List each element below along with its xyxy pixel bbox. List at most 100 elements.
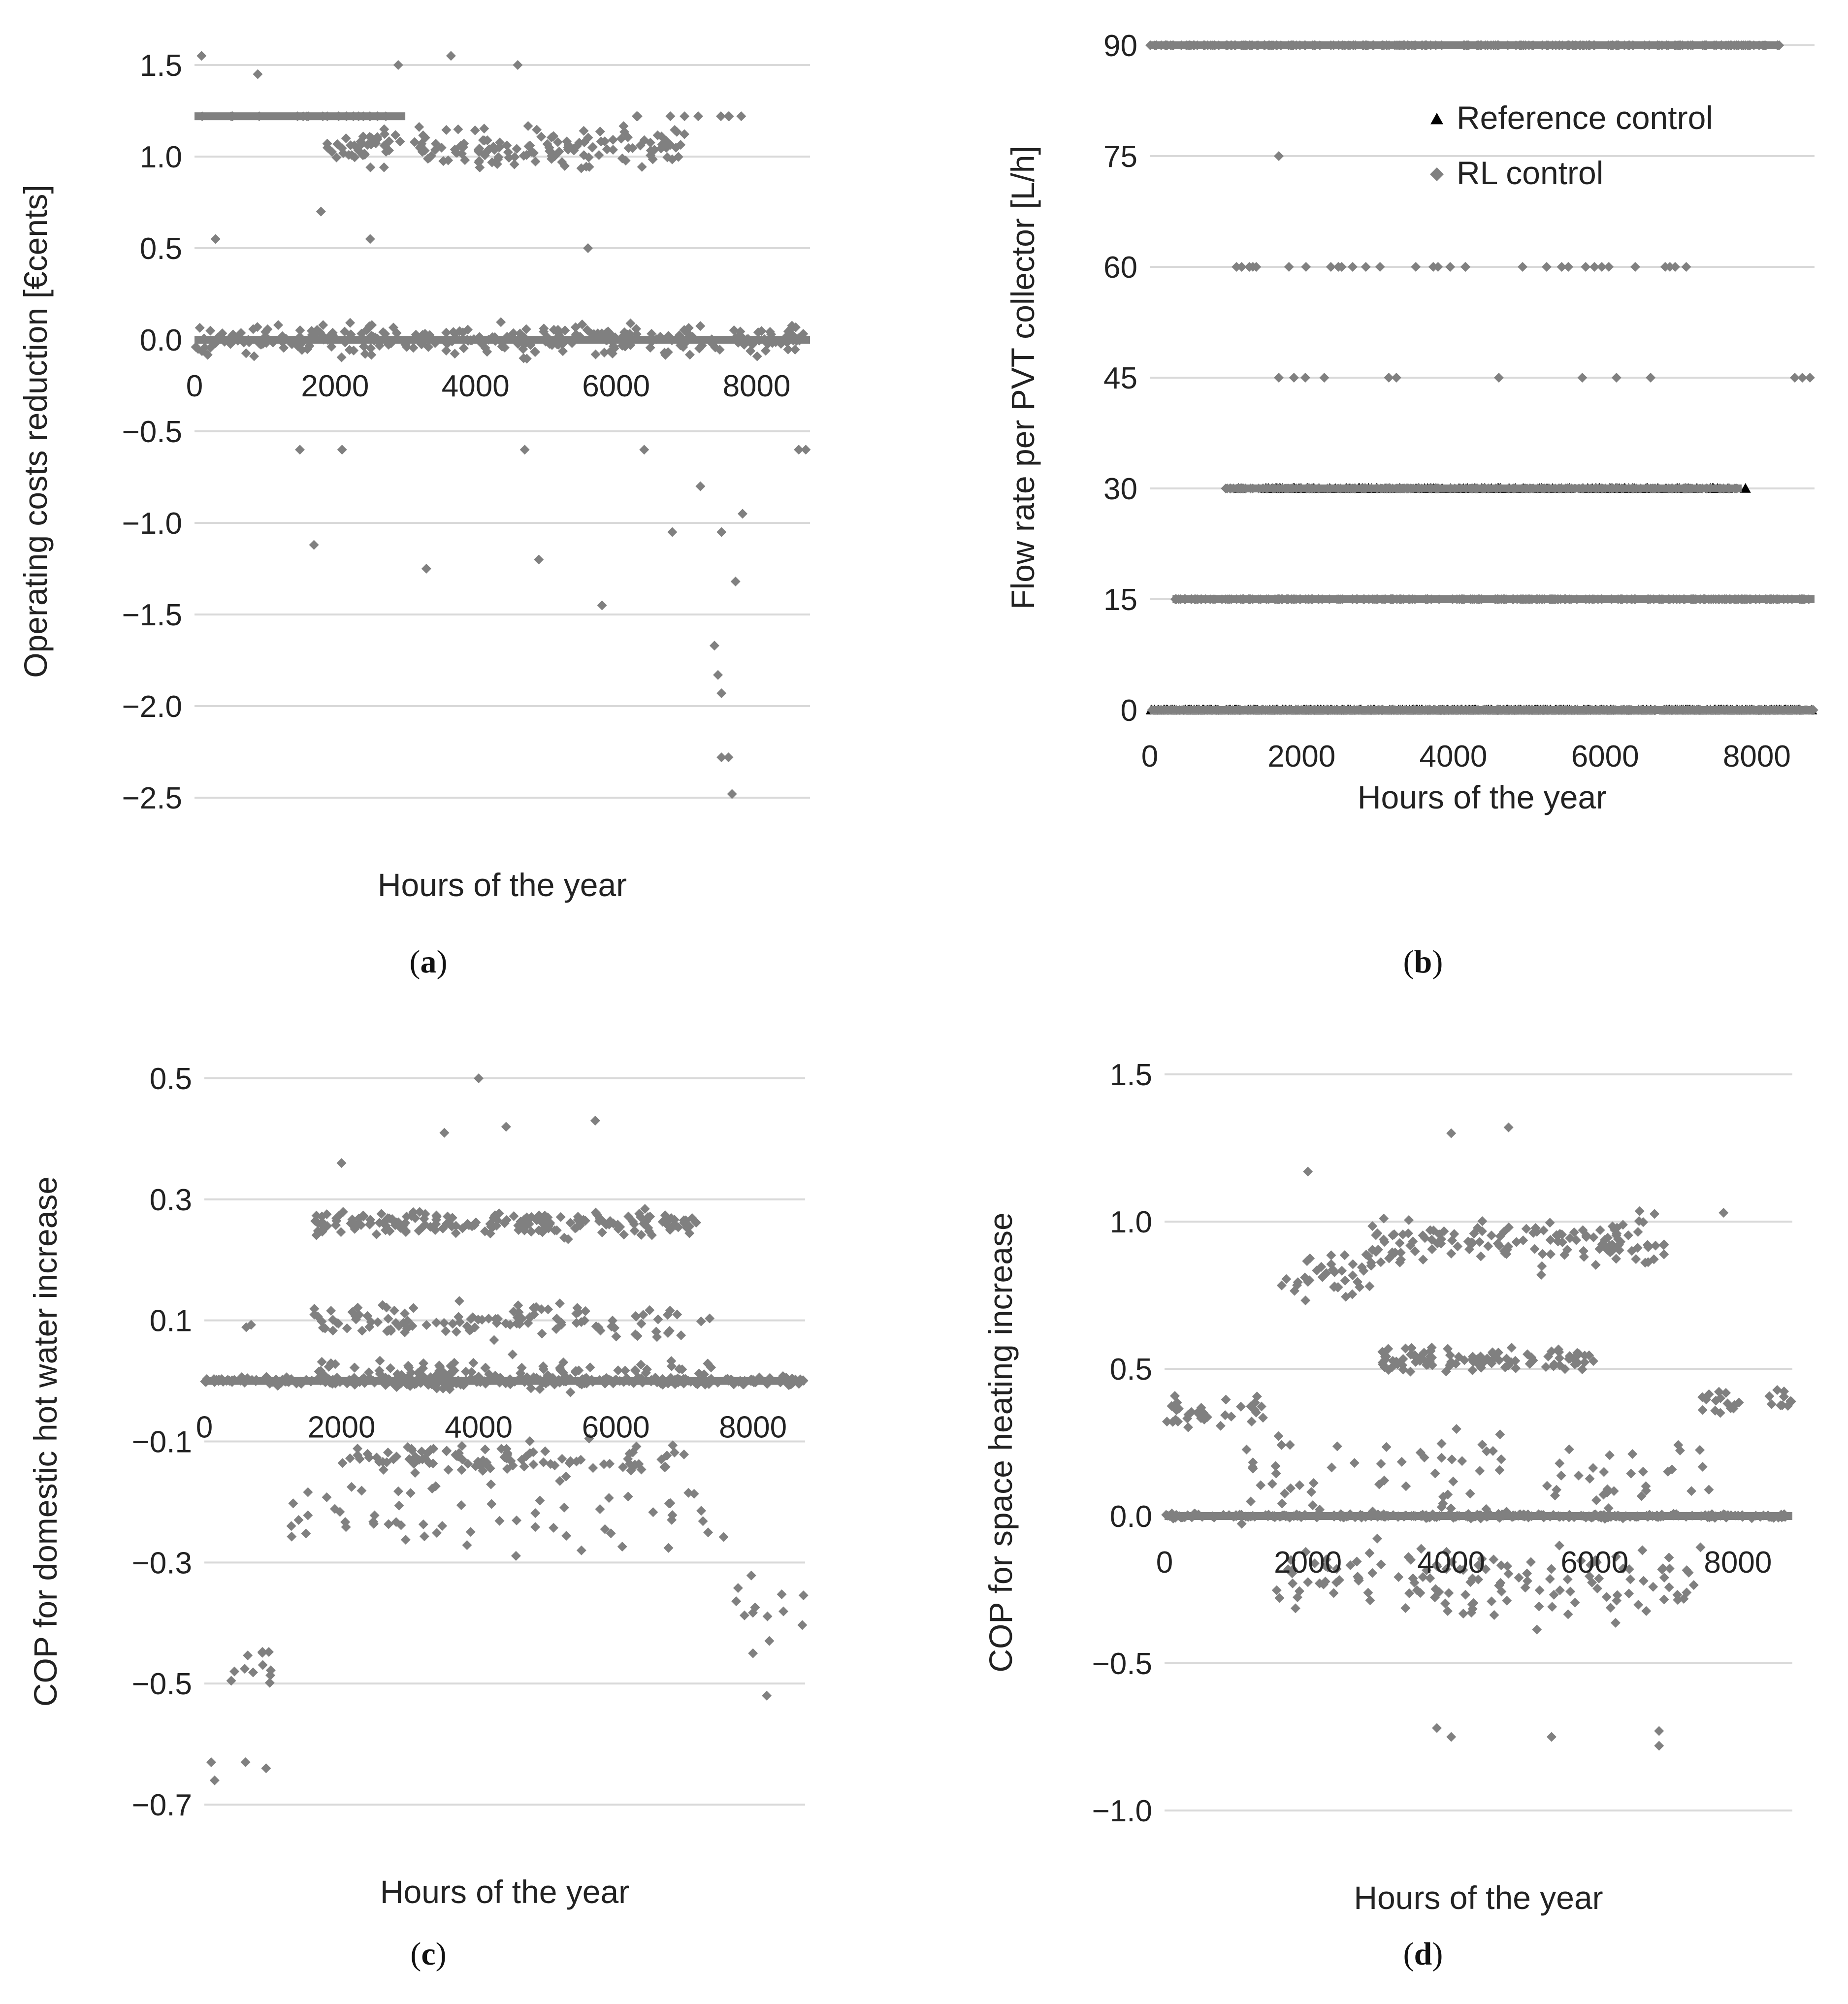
data-point (1695, 484, 1705, 493)
data-point (1460, 262, 1470, 272)
data-point (739, 1379, 749, 1390)
data-point (1222, 484, 1232, 493)
data-point (530, 157, 541, 167)
data-point (1622, 594, 1632, 604)
data-point (1713, 594, 1723, 604)
data-point (1321, 1561, 1331, 1571)
data-point (1365, 705, 1376, 715)
data-point (1236, 262, 1247, 272)
data-point (1313, 594, 1324, 604)
y-tick-label: 0.5 (1110, 1353, 1152, 1387)
data-point (1603, 1503, 1614, 1514)
data-point (1695, 1445, 1705, 1455)
data-point (1473, 1359, 1483, 1369)
data-point (1553, 1236, 1563, 1247)
data-point (1364, 1548, 1375, 1558)
data-point (611, 1331, 621, 1342)
data-point (1331, 1564, 1342, 1574)
data-point (410, 137, 420, 147)
data-point (1248, 262, 1258, 272)
data-point (748, 1648, 758, 1658)
data-point (1589, 262, 1600, 272)
data-point (1271, 1468, 1281, 1479)
data-point (316, 206, 326, 217)
y-tick-label: −1.0 (1092, 1794, 1152, 1828)
data-point (519, 1376, 529, 1387)
data-point (590, 1116, 600, 1126)
data-point (753, 327, 763, 337)
data-point (242, 1373, 253, 1384)
data-point (648, 1507, 658, 1518)
data-point (555, 1212, 566, 1222)
data-point (1384, 373, 1394, 383)
data-point (1405, 1366, 1416, 1377)
data-point (273, 320, 284, 330)
data-point (684, 1228, 695, 1238)
data-point (671, 142, 681, 153)
data-point (519, 151, 529, 161)
data-point (1585, 40, 1595, 50)
data-point (253, 69, 263, 79)
data-point (526, 1227, 536, 1237)
data-point (521, 354, 532, 364)
data-point (1625, 1574, 1636, 1584)
data-point (317, 1316, 327, 1326)
data-point (1537, 484, 1547, 493)
data-point (664, 1325, 675, 1336)
data-point (1252, 40, 1262, 50)
chart-d: 1.5 1.0 0.5 0.0 −0.5 −1.0 0 2000 4000 6000 8000 Hou… (982, 1058, 1796, 1972)
data-point (1754, 594, 1765, 604)
data-point (551, 1313, 562, 1324)
data-point (393, 60, 403, 70)
data-point (1454, 1511, 1464, 1521)
data-point (1446, 1248, 1457, 1259)
data-point (1434, 1587, 1444, 1597)
data-point (1395, 1248, 1406, 1258)
data-point (1546, 1564, 1556, 1574)
data-point (347, 1307, 357, 1317)
data-point (1734, 705, 1745, 715)
data-point (1400, 1343, 1411, 1354)
data-point (528, 1374, 538, 1385)
data-point (1521, 1224, 1531, 1234)
data-point (1488, 1446, 1498, 1456)
data-point (1657, 40, 1667, 50)
y-axis-title: Flow rate per PVT collector [L/h] (1005, 146, 1041, 610)
data-point (336, 352, 347, 362)
data-point (539, 323, 549, 334)
data-point (396, 1520, 406, 1530)
data-point (1554, 1353, 1564, 1363)
data-point (1534, 1585, 1545, 1595)
data-point (1373, 1245, 1383, 1255)
data-point (227, 331, 237, 341)
data-point (519, 1461, 529, 1472)
data-point (452, 1451, 462, 1461)
data-point (336, 1227, 346, 1237)
data-point (1455, 705, 1465, 715)
data-point (418, 130, 428, 140)
data-point (791, 336, 802, 346)
y-tick-label: −0.7 (132, 1788, 192, 1822)
data-point (509, 1211, 519, 1221)
data-point (1601, 1592, 1612, 1602)
data-point (423, 1380, 433, 1390)
data-point (1673, 1511, 1684, 1521)
data-point (623, 1211, 634, 1222)
data-point (421, 1320, 432, 1330)
data-point (1600, 1514, 1610, 1524)
data-point (588, 142, 598, 152)
data-point (535, 1495, 545, 1506)
data-point (1630, 262, 1640, 272)
data-point (764, 1636, 775, 1646)
data-point (1797, 373, 1808, 383)
data-point (1380, 594, 1391, 604)
data-point (396, 1370, 407, 1380)
data-point (1548, 1510, 1558, 1520)
data-point (752, 351, 762, 361)
data-point (1527, 705, 1537, 715)
data-point (1483, 40, 1493, 50)
data-point (696, 1316, 706, 1326)
data-point (1776, 1510, 1786, 1520)
data-point (1332, 1441, 1342, 1452)
data-point (1508, 594, 1519, 604)
